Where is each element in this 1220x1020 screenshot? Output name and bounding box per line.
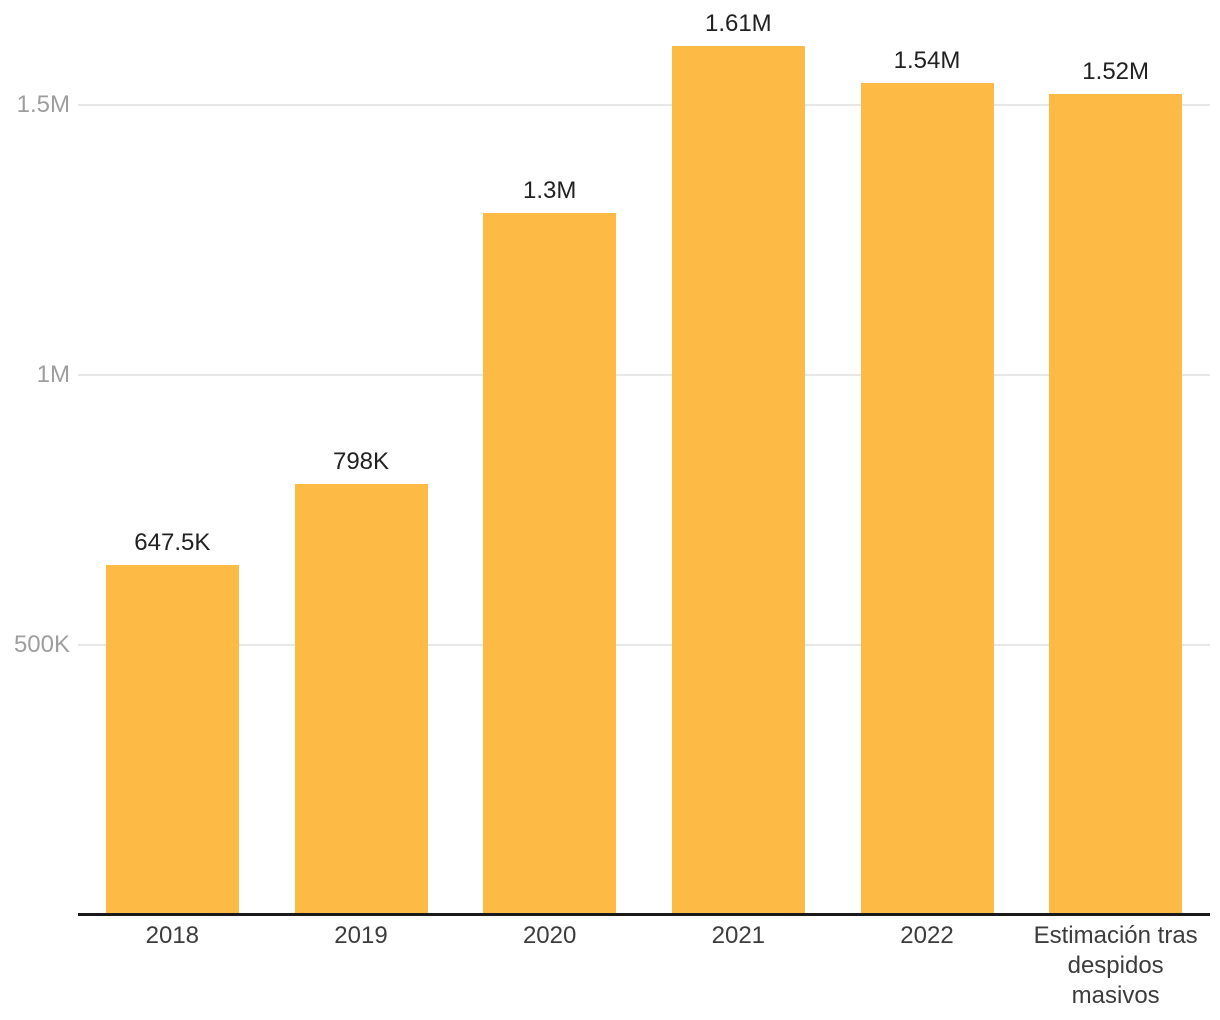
bar-2021[interactable] bbox=[671, 45, 805, 915]
x-axis-label-2019: 2019 bbox=[334, 922, 388, 949]
x-axis-line bbox=[78, 913, 1210, 916]
value-label-estimaci-n-tras-despidos-masivos: 1.52M bbox=[1082, 58, 1149, 86]
gridline-500k bbox=[78, 644, 1210, 646]
x-axis-label-2020: 2020 bbox=[522, 922, 577, 949]
y-axis-tick-label: 1.5M bbox=[16, 91, 70, 118]
value-label-2021: 1.61M bbox=[704, 9, 772, 37]
bar-2019[interactable] bbox=[294, 484, 428, 915]
bar-2022[interactable] bbox=[860, 83, 994, 915]
bar-2018[interactable] bbox=[105, 565, 239, 915]
y-axis-tick-label: 1M bbox=[36, 361, 70, 388]
x-axis-label-2022: 2022 bbox=[900, 922, 954, 949]
x-axis-label-2021: 2021 bbox=[711, 922, 766, 949]
value-label-2020: 1.3M bbox=[522, 177, 577, 204]
x-axis-label-estimaci-n-tras-despidos-masivos: Estimación tras despidos masivos bbox=[1033, 922, 1198, 1009]
value-label-2019: 798K bbox=[332, 448, 390, 476]
value-label-2022: 1.54M bbox=[893, 47, 961, 75]
bar-estimaci-n-tras-despidos-masivos[interactable] bbox=[1049, 94, 1183, 915]
gridline-1-5m bbox=[78, 104, 1210, 106]
y-axis-tick-label: 500K bbox=[13, 631, 70, 658]
x-axis-label-2018: 2018 bbox=[145, 922, 200, 949]
value-label-2018: 647.5K bbox=[134, 529, 211, 557]
gridline-1m bbox=[78, 374, 1210, 376]
bar-2020[interactable] bbox=[483, 213, 617, 915]
